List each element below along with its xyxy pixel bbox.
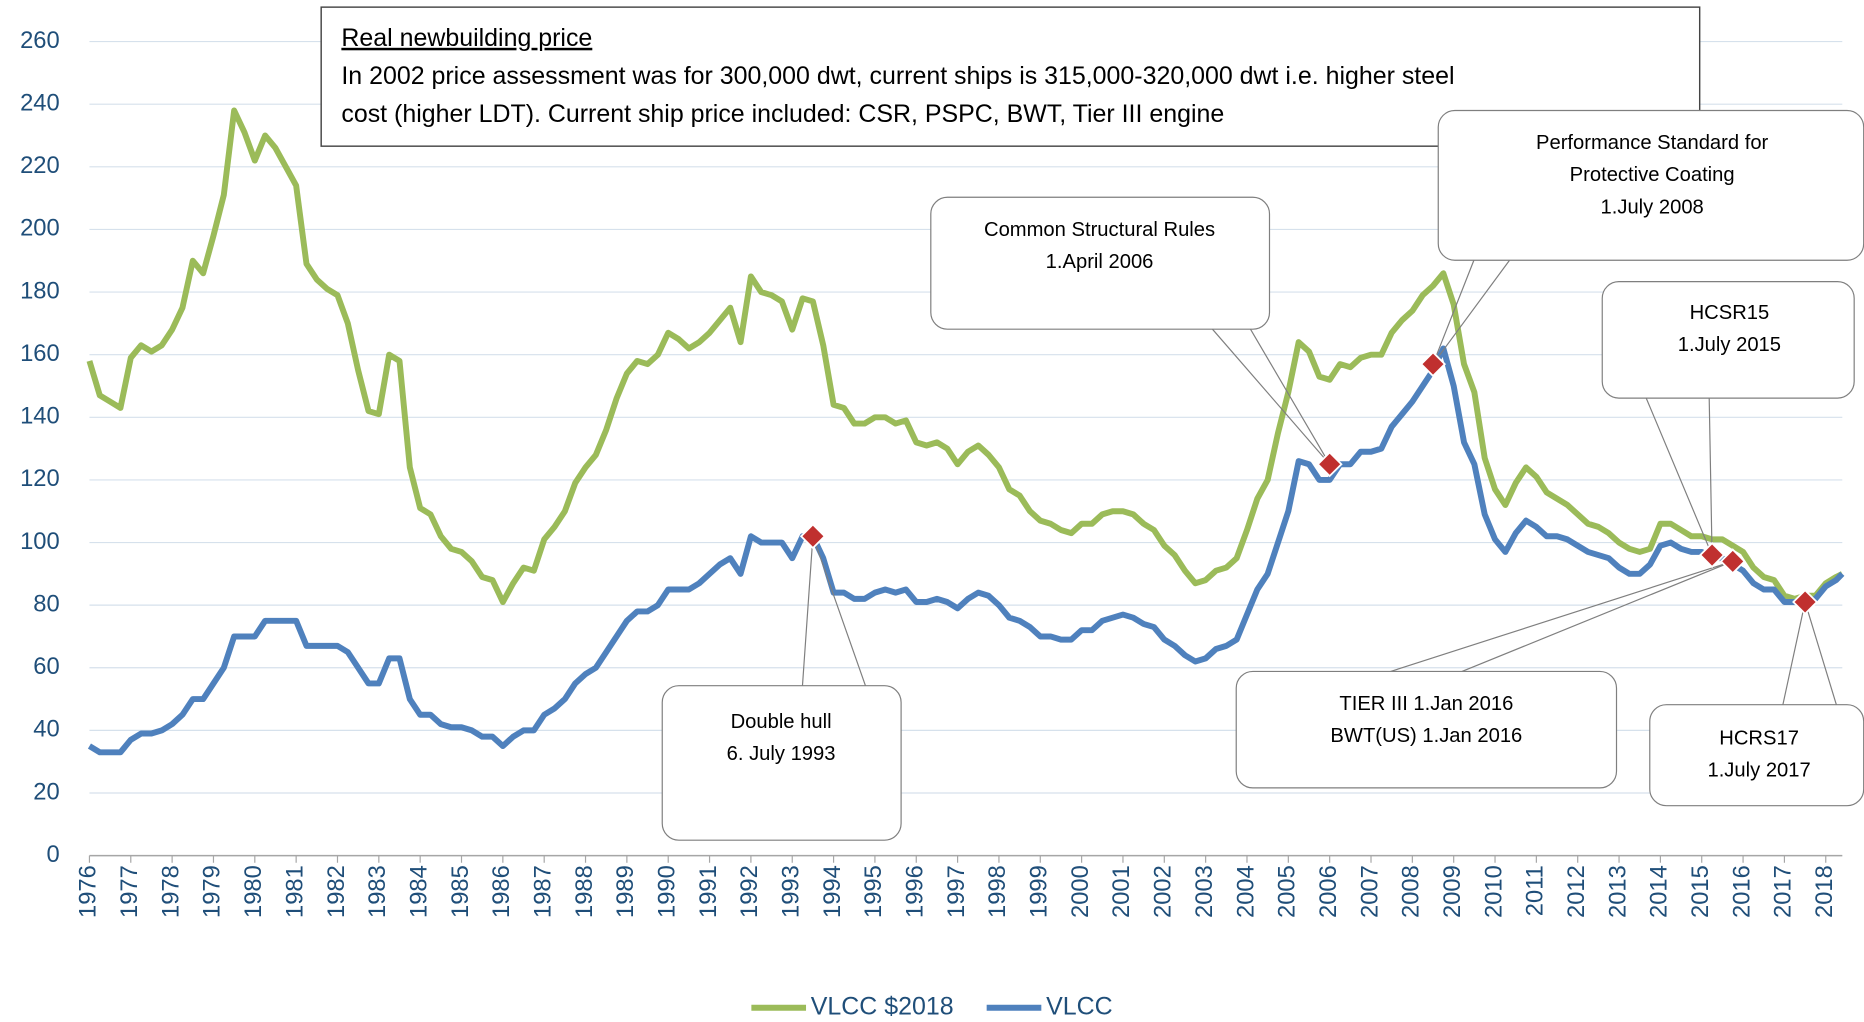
callout-box (930, 196, 1271, 330)
x-tick-label: 2003 (1191, 865, 1218, 918)
x-tick-label: 2011 (1522, 865, 1549, 916)
y-tick-label: 160 (20, 340, 60, 367)
note-line: cost (higher LDT). Current ship price in… (341, 100, 1224, 128)
legend-label: VLCC (1046, 992, 1113, 1020)
callout-text: TIER III 1.Jan 2016 (1339, 693, 1513, 715)
callout-pointer (801, 536, 867, 686)
x-tick-label: 2007 (1356, 865, 1383, 918)
note-line: In 2002 price assessment was for 300,000… (341, 62, 1454, 90)
x-tick-label: 1994 (819, 865, 846, 918)
callout-text: HCSR15 (1690, 302, 1770, 324)
y-tick-label: 180 (20, 277, 60, 304)
y-tick-label: 200 (20, 215, 60, 242)
event-marker (1316, 451, 1343, 478)
x-tick-label: 2002 (1150, 865, 1177, 918)
x-tick-label: 2005 (1274, 865, 1301, 918)
callout-text: 1.April 2006 (1046, 251, 1154, 273)
x-tick-label: 1985 (447, 865, 474, 918)
x-tick-label: 1989 (612, 865, 639, 918)
callout-text: Double hull (731, 711, 832, 733)
callout-text: Performance Standard for (1536, 132, 1769, 154)
x-tick-label: 2012 (1563, 865, 1590, 918)
callout-text: BWT(US) 1.Jan 2016 (1330, 725, 1522, 747)
x-tick-label: 1984 (405, 865, 432, 918)
x-tick-label: 2017 (1770, 865, 1797, 918)
callout-box (1649, 704, 1864, 807)
x-tick-label: 1981 (281, 865, 308, 918)
callout-box (1601, 281, 1855, 399)
x-tick-label: 1993 (778, 865, 805, 918)
x-tick-label: 2009 (1439, 865, 1466, 918)
x-tick-label: 2010 (1480, 865, 1507, 918)
legend-label: VLCC $2018 (811, 992, 954, 1020)
y-tick-label: 140 (20, 403, 60, 430)
x-tick-label: 1983 (364, 865, 391, 918)
x-tick-label: 1988 (571, 865, 598, 918)
callout-box (1235, 670, 1618, 789)
callout-text: 1.July 2015 (1678, 334, 1781, 356)
x-tick-label: 2008 (1398, 865, 1425, 918)
x-tick-label: 2018 (1811, 865, 1838, 918)
x-tick-label: 2016 (1728, 865, 1755, 918)
event-marker (1792, 588, 1819, 616)
x-tick-label: 1979 (199, 865, 226, 918)
annotations: Real newbuilding price In 2002 price ass… (320, 6, 1864, 841)
x-tick-label: 1978 (157, 865, 184, 918)
grid: 0 20 40 60 80 100 120 140 160 180 200 220 240 260 1976… (20, 27, 1843, 918)
x-tick-label: 1997 (943, 865, 970, 918)
y-tick-label: 240 (20, 89, 60, 116)
callout-text: HCRS17 (1719, 728, 1799, 750)
callout-pointer (1390, 560, 1733, 672)
y-tick-label: 100 (20, 528, 60, 555)
x-tick-label: 2006 (1315, 865, 1342, 918)
y-tick-label: 60 (33, 653, 59, 680)
callout-text: Common Structural Rules (984, 219, 1215, 241)
series-line (86, 107, 1844, 606)
y-tick-label: 260 (20, 27, 60, 54)
series-line (87, 345, 1845, 756)
callout-text: Protective Coating (1570, 164, 1735, 186)
callout-text: 1.July 2017 (1707, 760, 1810, 782)
event-marker (1719, 548, 1746, 575)
x-tick-label: 1995 (860, 865, 887, 918)
callout-text: 6. July 1993 (727, 743, 836, 765)
y-tick-label: 80 (33, 590, 59, 617)
x-tick-label: 2013 (1604, 865, 1631, 918)
y-tick-label: 120 (20, 465, 60, 492)
y-tick-label: 40 (33, 716, 59, 743)
x-tick-label: 1991 (695, 865, 722, 918)
callout-pointer (1212, 328, 1331, 465)
event-marker (799, 523, 826, 550)
x-tick-label: 1996 (902, 865, 929, 918)
y-tick-label: 220 (20, 152, 60, 179)
x-tick-label: 1999 (1026, 865, 1053, 918)
x-tick-label: 2014 (1646, 865, 1673, 918)
y-tick-label: 0 (47, 841, 60, 868)
x-tick-label: 2015 (1687, 865, 1714, 918)
x-tick-label: 1990 (653, 865, 680, 918)
event-marker (1419, 351, 1447, 378)
x-tick-label: 1976 (75, 865, 102, 918)
event-marker (1699, 542, 1726, 569)
callout-box (661, 685, 902, 841)
x-tick-label: 1982 (323, 865, 350, 918)
x-tick-label: 2000 (1067, 865, 1094, 918)
note-title: Real newbuilding price (341, 24, 592, 52)
plot-area (86, 107, 1845, 756)
y-tick-label: 20 (33, 778, 59, 805)
x-tick-label: 1977 (116, 865, 143, 918)
x-tick-label: 2004 (1232, 865, 1259, 918)
x-tick-label: 1992 (736, 865, 763, 918)
x-tick-label: 1987 (529, 865, 556, 918)
x-tick-label: 1998 (984, 865, 1011, 918)
x-tick-label: 1986 (488, 865, 515, 918)
x-tick-label: 2001 (1108, 865, 1135, 918)
callout-text: 1.July 2008 (1601, 196, 1704, 218)
x-tick-label: 1980 (240, 865, 267, 918)
callout-pointer (1782, 599, 1837, 705)
